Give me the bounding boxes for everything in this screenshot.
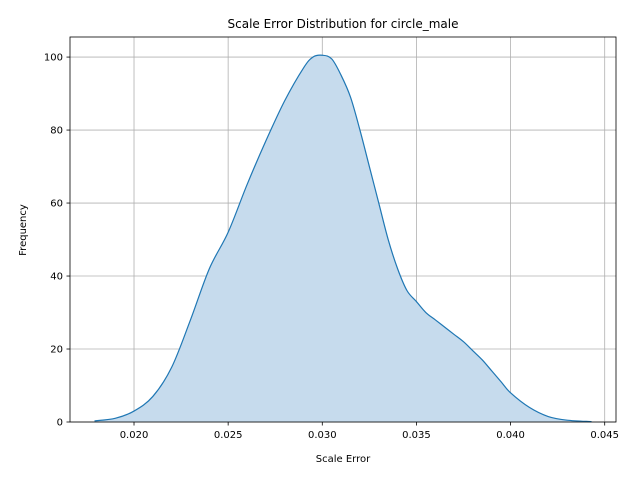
x-tick-label: 0.030 — [308, 430, 337, 441]
density-curve-line — [94, 54, 592, 423]
y-axis: 0 20 40 60 80 100 — [44, 53, 70, 429]
density-area-fill — [94, 55, 592, 423]
x-tick-label: 0.020 — [120, 430, 149, 441]
y-tick-label: 20 — [50, 345, 63, 356]
y-axis-label: Frequency — [18, 204, 29, 256]
x-axis-label: Scale Error — [316, 454, 371, 465]
y-tick-label: 100 — [44, 53, 63, 64]
chart-title: Scale Error Distribution for circle_male — [228, 17, 459, 31]
y-tick-label: 40 — [50, 272, 63, 283]
y-tick-label: 80 — [50, 126, 63, 137]
plot-frame — [69, 36, 617, 423]
x-tick-label: 0.035 — [402, 430, 431, 441]
x-tick-label: 0.040 — [496, 430, 525, 441]
y-tick-label: 60 — [50, 199, 63, 210]
x-tick-label: 0.025 — [214, 430, 243, 441]
x-axis: 0.020 0.025 0.030 0.035 0.040 0.045 — [120, 422, 619, 441]
x-tick-label: 0.045 — [590, 430, 619, 441]
y-tick-label: 0 — [57, 418, 63, 429]
